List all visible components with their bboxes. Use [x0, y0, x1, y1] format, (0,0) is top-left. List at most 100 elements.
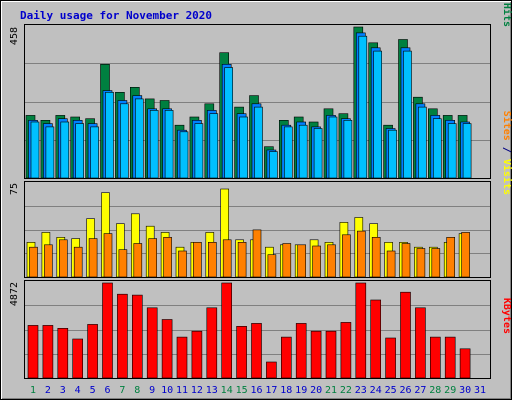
- x-tick-label-day-2: 2: [45, 385, 51, 396]
- x-tick-label-day-31: 31: [474, 385, 486, 396]
- traffic-bar-pages-day-16: [254, 106, 263, 179]
- visits-bar-sites-day-22: [342, 234, 351, 278]
- legend-traffic-part-4: Hits: [501, 3, 512, 27]
- x-tick-label-day-4: 4: [75, 385, 81, 396]
- kbytes-bar-kbytes-day-10: [161, 319, 173, 379]
- x-tick-label-day-21: 21: [325, 385, 337, 396]
- traffic-bar-pages-day-20: [313, 128, 323, 179]
- traffic-bar-pages-day-29: [447, 123, 457, 179]
- kbytes-bar-kbytes-day-26: [400, 291, 411, 379]
- kbytes-bar-kbytes-day-4: [72, 338, 83, 379]
- visits-bar-sites-day-13: [208, 242, 217, 278]
- kbytes-bar-kbytes-day-15: [236, 325, 247, 379]
- visits-bar-sites-day-30: [461, 232, 470, 278]
- visits-bar-sites-day-8: [133, 243, 143, 278]
- kbytes-ymax-label: 4872: [9, 282, 20, 306]
- visits-bar-sites-day-20: [312, 245, 321, 278]
- x-tick-label-day-7: 7: [119, 385, 125, 396]
- traffic-bar-pages-day-14: [224, 67, 233, 179]
- kbytes-bar-kbytes-day-23: [355, 282, 367, 379]
- kbytes-bar-kbytes-day-2: [42, 325, 54, 379]
- visits-bar-sites-day-7: [118, 249, 128, 278]
- traffic-bar-pages-day-3: [60, 121, 70, 179]
- x-tick-label-day-11: 11: [176, 385, 188, 396]
- visits-bar-sites-day-16: [252, 229, 262, 278]
- kbytes-bar-kbytes-day-3: [57, 327, 69, 379]
- legend-visits-part-2: Visits: [501, 159, 512, 195]
- x-tick-label-day-29: 29: [444, 385, 456, 396]
- visits-bar-sites-day-10: [163, 237, 172, 278]
- kbytes-bar-kbytes-day-18: [280, 336, 292, 379]
- traffic-bar-pages-day-21: [328, 116, 338, 179]
- visits-bar-sites-day-12: [193, 242, 202, 278]
- visits-bar-sites-day-29: [446, 237, 456, 278]
- traffic-ymax-label: 458: [9, 27, 20, 45]
- traffic-bar-pages-day-28: [432, 118, 442, 179]
- kbytes-bar-kbytes-day-6: [102, 282, 113, 379]
- x-tick-label-day-26: 26: [399, 385, 411, 396]
- visits-bar-sites-day-18: [282, 243, 292, 278]
- visits-bar-sites-day-2: [44, 244, 53, 278]
- x-tick-label-day-16: 16: [250, 385, 262, 396]
- x-tick-label-day-28: 28: [429, 385, 441, 396]
- visits-bar-sites-day-25: [386, 250, 396, 278]
- visits-bar-sites-day-17: [267, 254, 277, 278]
- x-tick-label-day-5: 5: [90, 385, 96, 396]
- traffic-bar-pages-day-2: [45, 126, 55, 179]
- traffic-bar-pages-day-17: [269, 151, 278, 179]
- kbytes-bar-kbytes-day-16: [251, 323, 262, 379]
- visits-bar-sites-day-27: [416, 248, 426, 278]
- x-tick-label-day-1: 1: [30, 385, 36, 396]
- kbytes-legend: KBytes: [501, 298, 512, 334]
- traffic-bar-pages-day-18: [283, 126, 293, 179]
- x-tick-label-day-9: 9: [149, 385, 155, 396]
- kbytes-bar-kbytes-day-27: [415, 307, 426, 379]
- traffic-bar-pages-day-12: [194, 123, 204, 179]
- x-tick-label-day-12: 12: [191, 385, 203, 396]
- visits-bar-sites-day-6: [103, 233, 113, 278]
- visits-ymax-label: 75: [9, 183, 20, 195]
- kbytes-bar-kbytes-day-14: [221, 282, 232, 379]
- x-tick-label-day-6: 6: [104, 385, 110, 396]
- visits-bar-sites-day-24: [371, 237, 381, 278]
- visits-legend: Sites / Visits: [501, 111, 512, 195]
- traffic-bar-pages-day-6: [105, 92, 114, 179]
- chart-title: Daily usage for November 2020: [20, 9, 212, 22]
- traffic-bar-pages-day-23: [358, 35, 368, 179]
- kbytes-bar-kbytes-day-8: [132, 294, 143, 379]
- kbytes-bar-kbytes-day-13: [206, 307, 218, 379]
- kbytes-bar-kbytes-day-17: [266, 361, 277, 379]
- x-tick-label-day-15: 15: [236, 385, 248, 396]
- visits-bar-sites-day-23: [356, 230, 366, 278]
- visits-bar-sites-day-15: [237, 242, 247, 278]
- visits-bar-sites-day-3: [58, 239, 68, 278]
- visits-bar-sites-day-9: [148, 238, 157, 278]
- traffic-bar-pages-day-11: [179, 131, 189, 179]
- visits-bar-sites-day-5: [88, 238, 98, 278]
- x-tick-label-day-14: 14: [221, 385, 233, 396]
- kbytes-bar-kbytes-day-22: [340, 322, 352, 379]
- kbytes-bar-kbytes-day-7: [117, 293, 128, 379]
- traffic-bar-pages-day-19: [298, 124, 308, 179]
- traffic-bar-pages-day-15: [239, 116, 248, 179]
- x-tick-label-day-13: 13: [206, 385, 218, 396]
- traffic-bar-pages-day-10: [164, 110, 174, 179]
- visits-bar-sites-day-21: [327, 244, 336, 278]
- traffic-bar-pages-day-5: [90, 126, 99, 179]
- kbytes-bar-kbytes-day-29: [444, 336, 456, 379]
- x-tick-label-day-19: 19: [295, 385, 307, 396]
- visits-bar-sites-day-14: [222, 239, 232, 278]
- legend-visits-part-1: /: [501, 141, 512, 159]
- visits-bar-sites-day-11: [178, 250, 187, 278]
- kbytes-bar-kbytes-day-24: [370, 299, 382, 379]
- traffic-bar-pages-day-4: [75, 123, 84, 179]
- kbytes-bar-kbytes-day-30: [459, 348, 471, 379]
- traffic-bar-pages-day-8: [135, 98, 144, 179]
- traffic-bar-pages-day-1: [30, 121, 40, 179]
- kbytes-bar-kbytes-day-1: [27, 325, 39, 379]
- traffic-bar-pages-day-13: [209, 113, 219, 179]
- traffic-bar-pages-day-9: [149, 110, 159, 179]
- traffic-bar-pages-day-27: [418, 106, 427, 179]
